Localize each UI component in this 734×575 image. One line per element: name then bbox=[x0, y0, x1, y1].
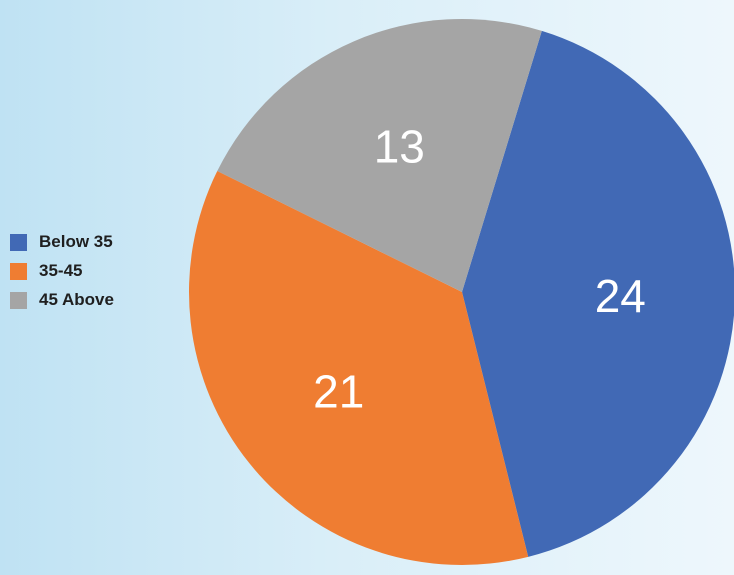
legend-label-35-45: 35-45 bbox=[39, 261, 83, 280]
legend-swatch-45-above bbox=[10, 291, 27, 309]
data-label-35-45: 21 bbox=[313, 365, 364, 417]
data-label-45-above: 13 bbox=[374, 121, 425, 173]
legend-label-below-35: Below 35 bbox=[39, 232, 113, 251]
legend-swatch-35-45 bbox=[10, 262, 27, 280]
legend-item-35-45: 35-45 bbox=[10, 261, 114, 281]
data-label-below-35: 24 bbox=[595, 270, 646, 322]
pie-slice-35-45 bbox=[189, 171, 529, 565]
legend-item-45-above: 45 Above bbox=[10, 290, 114, 310]
pie-slice-45-above bbox=[217, 19, 542, 292]
legend: Below 35 35-45 45 Above bbox=[10, 232, 114, 319]
legend-item-below-35: Below 35 bbox=[10, 232, 114, 252]
pie-slice-below-35 bbox=[462, 30, 734, 557]
legend-swatch-below-35 bbox=[10, 233, 27, 251]
legend-label-45-above: 45 Above bbox=[39, 290, 114, 309]
